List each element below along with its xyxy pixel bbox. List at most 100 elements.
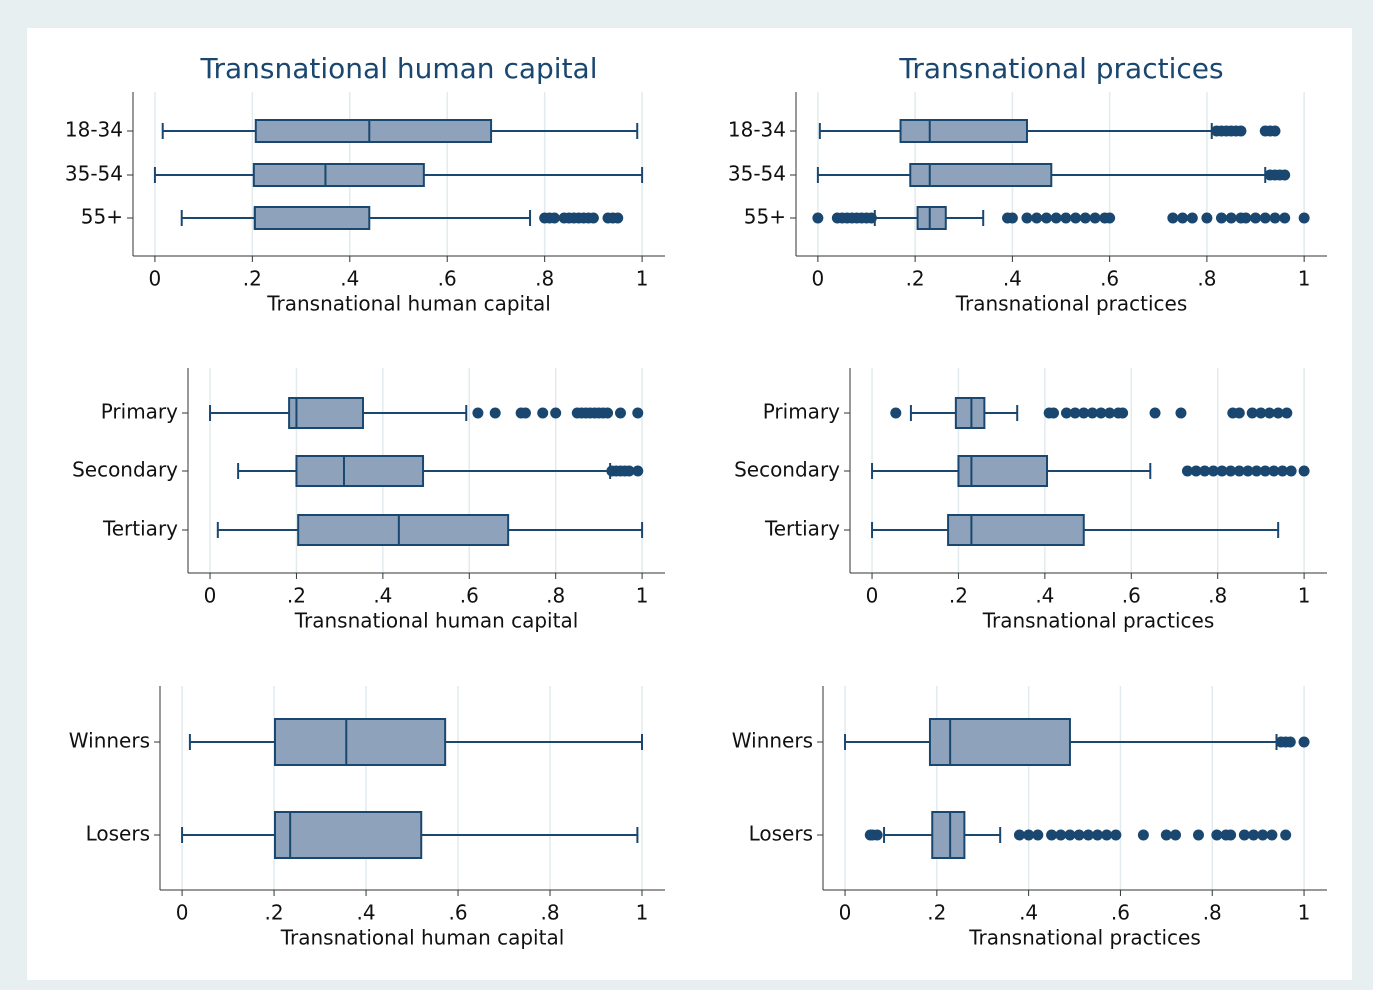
outlier	[1298, 212, 1310, 224]
outlier	[1175, 407, 1187, 419]
outlier	[1272, 407, 1284, 419]
outlier	[1280, 829, 1292, 841]
outlier	[1046, 829, 1058, 841]
outlier	[1192, 829, 1204, 841]
outlier	[1259, 212, 1271, 224]
box	[931, 811, 966, 859]
outlier	[1215, 212, 1227, 224]
x-tick-label: .2	[265, 901, 284, 925]
outlier	[623, 465, 635, 477]
outlier	[1069, 407, 1081, 419]
x-tick-label: 0	[866, 584, 879, 608]
y-tick-label: Secondary	[72, 458, 178, 482]
outlier	[1284, 736, 1296, 748]
outlier	[1257, 829, 1269, 841]
outlier	[1269, 212, 1281, 224]
outlier	[1091, 829, 1103, 841]
outlier	[1266, 829, 1278, 841]
outlier	[1298, 465, 1310, 477]
x-tick-label: .4	[340, 267, 359, 291]
x-tick-label: 0	[812, 267, 825, 291]
outlier	[1269, 125, 1281, 137]
outlier	[1248, 829, 1260, 841]
box	[254, 119, 493, 143]
outlier	[1082, 829, 1094, 841]
outlier	[865, 212, 877, 224]
outlier	[1078, 407, 1090, 419]
x-axis-label: Transnational practices	[968, 926, 1201, 950]
x-tick-label: 1	[636, 901, 649, 925]
outlier	[1101, 829, 1113, 841]
outlier	[1279, 212, 1291, 224]
outlier	[632, 407, 644, 419]
outlier	[812, 212, 824, 224]
x-tick-label: .6	[1122, 584, 1141, 608]
box	[252, 163, 425, 187]
x-axis-label: Transnational human capital	[280, 926, 565, 950]
outlier	[1079, 212, 1091, 224]
outlier	[1268, 465, 1280, 477]
outlier	[1048, 407, 1060, 419]
x-tick-label: .4	[1035, 584, 1054, 608]
outlier	[548, 212, 560, 224]
x-axis-label: Transnational human capital	[266, 292, 551, 316]
chart-title: Transnational practices	[898, 52, 1223, 85]
x-tick-label: 0	[204, 584, 217, 608]
outlier	[550, 407, 562, 419]
box	[916, 206, 947, 230]
outlier	[1255, 407, 1267, 419]
box	[957, 455, 1049, 487]
x-tick-label: 0	[149, 267, 162, 291]
outlier	[519, 407, 531, 419]
outlier	[1177, 212, 1189, 224]
outlier	[1186, 212, 1198, 224]
outlier	[1060, 212, 1072, 224]
outlier	[1281, 407, 1293, 419]
box	[253, 206, 371, 230]
outlier	[614, 407, 626, 419]
x-tick-label: 1	[636, 267, 649, 291]
x-tick-label: .6	[460, 584, 479, 608]
box	[297, 514, 510, 546]
box	[295, 455, 425, 487]
box	[909, 163, 1053, 187]
outlier	[489, 407, 501, 419]
y-tick-label: 18-34	[65, 118, 123, 142]
x-tick-label: .2	[927, 901, 946, 925]
outlier	[1117, 407, 1129, 419]
outlier	[1225, 465, 1237, 477]
outlier	[1276, 465, 1288, 477]
outlier	[1167, 212, 1179, 224]
outlier	[1240, 212, 1252, 224]
outlier	[1149, 407, 1161, 419]
x-tick-label: .8	[535, 267, 554, 291]
x-tick-label: .4	[357, 901, 376, 925]
x-tick-label: .6	[1111, 901, 1130, 925]
outlier	[1225, 829, 1237, 841]
x-tick-label: .8	[1197, 267, 1216, 291]
x-tick-label: 0	[176, 901, 189, 925]
outlier	[1216, 465, 1228, 477]
outlier	[890, 407, 902, 419]
outlier	[1259, 465, 1271, 477]
outlier	[1032, 829, 1044, 841]
x-tick-label: 1	[1298, 267, 1311, 291]
figure-background	[27, 28, 1352, 980]
outlier	[587, 212, 599, 224]
outlier	[1298, 736, 1310, 748]
x-tick-label: .2	[949, 584, 968, 608]
x-tick-label: 1	[1298, 584, 1311, 608]
outlier	[871, 829, 883, 841]
outlier	[1251, 465, 1263, 477]
outlier	[1070, 212, 1082, 224]
outlier	[1104, 407, 1116, 419]
outlier	[1023, 829, 1035, 841]
outlier	[1095, 407, 1107, 419]
x-tick-label: .2	[287, 584, 306, 608]
x-tick-label: .2	[906, 267, 925, 291]
outlier	[1201, 212, 1213, 224]
x-tick-label: .4	[373, 584, 392, 608]
x-tick-label: 1	[636, 584, 649, 608]
